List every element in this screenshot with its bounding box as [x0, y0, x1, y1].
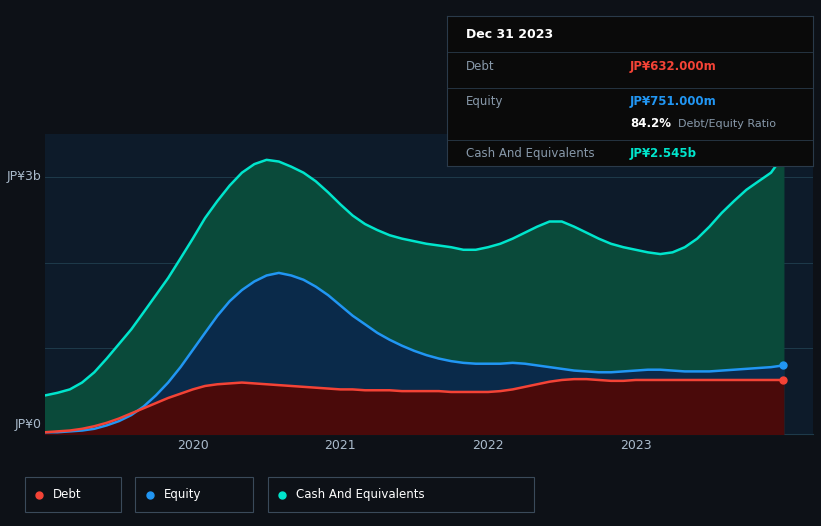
Text: JP¥632.000m: JP¥632.000m [631, 60, 717, 73]
Text: Debt/Equity Ratio: Debt/Equity Ratio [677, 119, 776, 129]
Text: Cash And Equivalents: Cash And Equivalents [466, 147, 594, 160]
Text: Equity: Equity [466, 95, 503, 108]
Text: Dec 31 2023: Dec 31 2023 [466, 28, 553, 41]
Text: Debt: Debt [466, 60, 494, 73]
Text: 84.2%: 84.2% [631, 117, 671, 130]
Text: JP¥0: JP¥0 [14, 418, 41, 431]
Text: Cash And Equivalents: Cash And Equivalents [296, 488, 425, 501]
Text: JP¥2.545b: JP¥2.545b [631, 147, 697, 160]
Text: JP¥3b: JP¥3b [7, 170, 41, 184]
Text: Debt: Debt [53, 488, 82, 501]
Text: JP¥751.000m: JP¥751.000m [631, 95, 717, 108]
Text: Equity: Equity [164, 488, 202, 501]
